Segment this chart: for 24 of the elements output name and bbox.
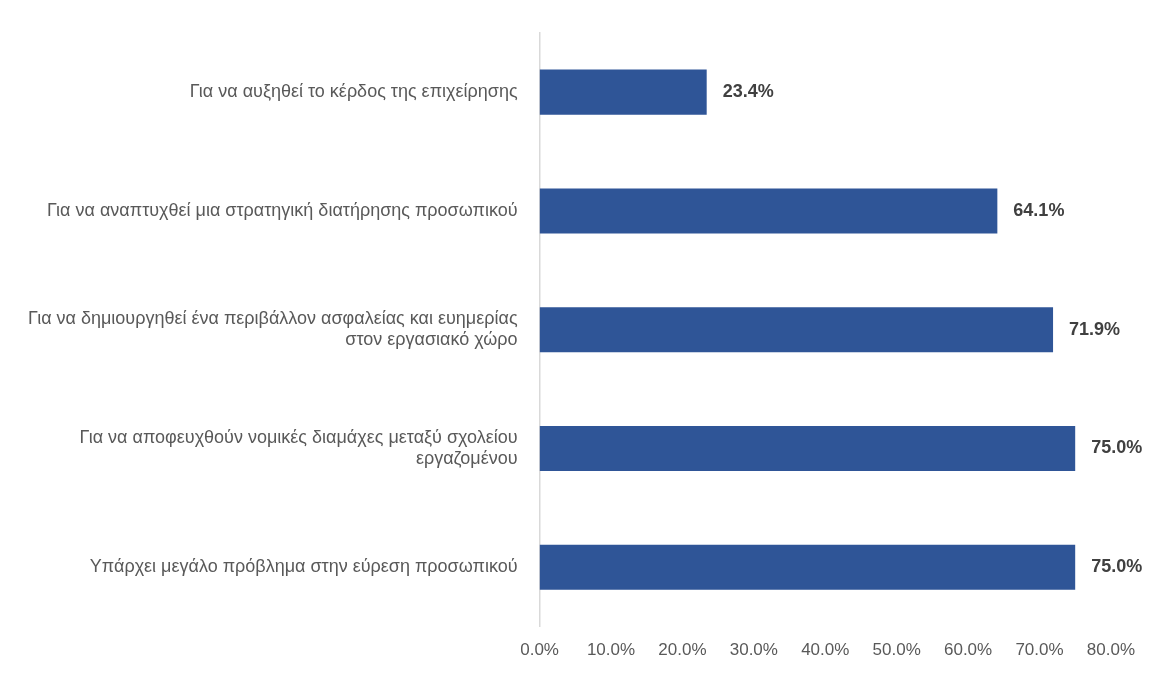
x-tick-label: 70.0% — [1015, 640, 1064, 660]
y-tick-label: Υπάρχει μεγάλο πρόβλημα στην εύρεση προσωπικού — [89, 556, 518, 577]
bar — [539, 425, 1076, 472]
y-tick-label: Για να αναπτυχθεί μια στρατηγική διατήρησης προσωπικού — [46, 199, 518, 220]
y-tick-label: Για να δημιουργηθεί ένα περιβάλλον ασφαλείας και ευημερίας στον εργασιακό χώρο — [27, 307, 518, 350]
bar — [539, 188, 998, 234]
x-tick-label: 30.0% — [729, 640, 778, 660]
bar — [539, 544, 1076, 590]
x-tick-label: 40.0% — [801, 640, 850, 660]
data-label: 75.0% — [1091, 437, 1143, 458]
x-tick-label: 60.0% — [943, 640, 993, 660]
x-tick-label: 0.0% — [520, 640, 559, 660]
y-tick-label: Για να αποφευχθούν νομικές διαμάχες μεταξύ σχολείου εργαζομένου — [79, 426, 518, 469]
x-tick-label: 80.0% — [1086, 640, 1135, 660]
data-label: 64.1% — [1013, 199, 1065, 220]
data-label: 71.9% — [1069, 318, 1121, 339]
bar — [539, 307, 1054, 353]
y-tick-label: Για να αυξηθεί το κέρδος της επιχείρησης — [189, 81, 518, 102]
bar — [539, 69, 707, 115]
data-label: 75.0% — [1091, 556, 1143, 577]
x-tick-label: 20.0% — [658, 640, 707, 660]
x-tick-label: 50.0% — [872, 640, 921, 660]
data-label: 23.4% — [722, 81, 774, 102]
x-tick-label: 10.0% — [586, 640, 636, 660]
